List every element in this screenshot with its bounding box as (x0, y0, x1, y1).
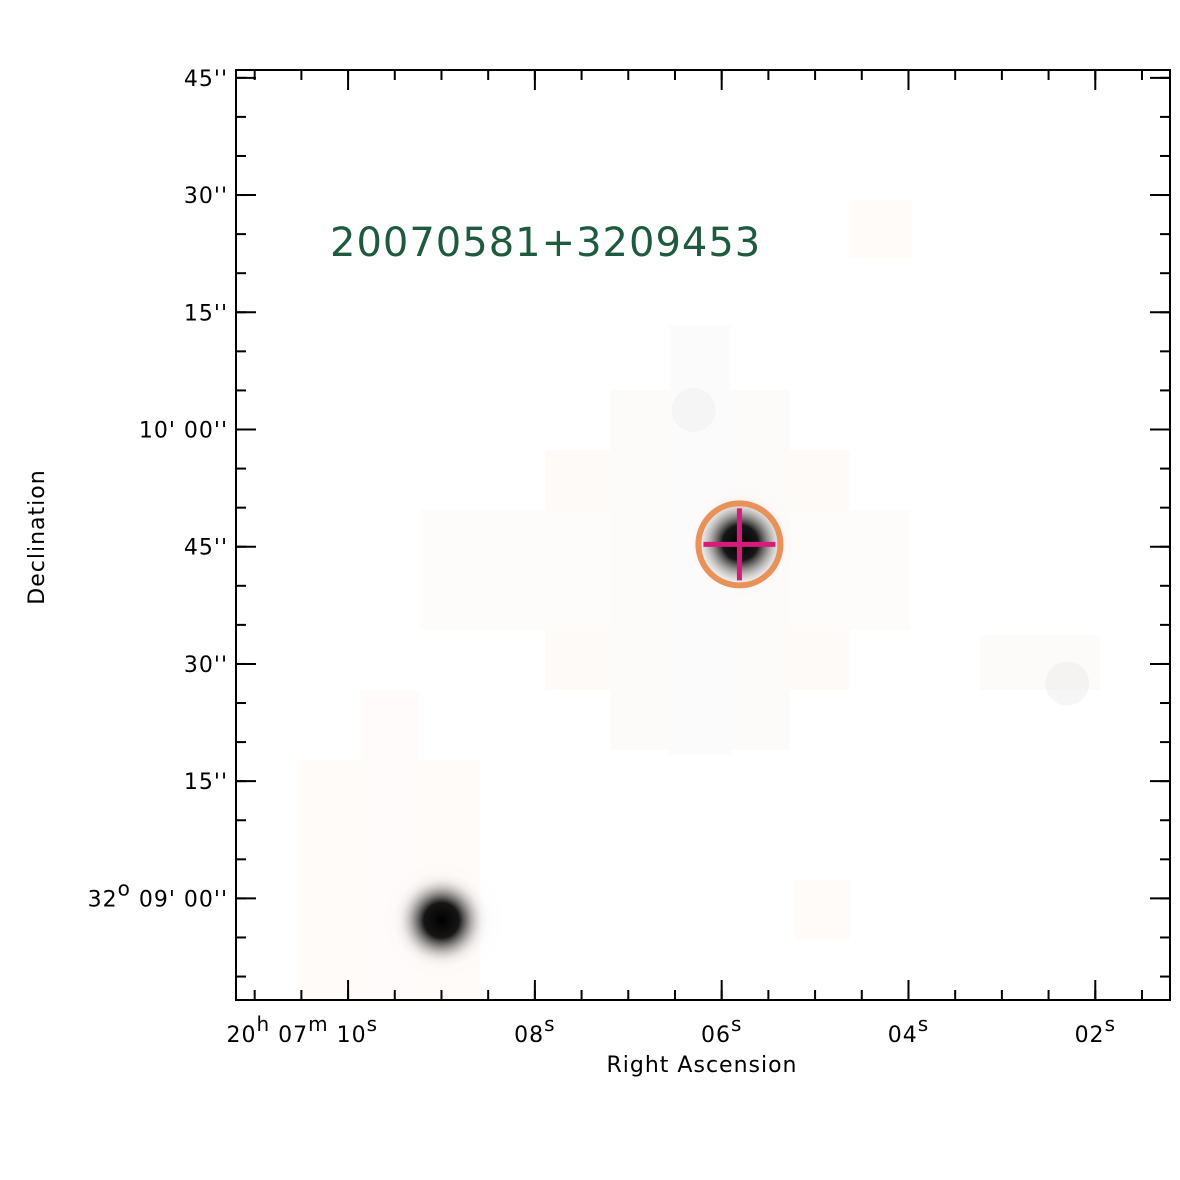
star-source (671, 387, 716, 432)
target-marker (695, 500, 784, 589)
y-tick-label: 10' 00'' (139, 418, 228, 443)
star-source (1045, 661, 1090, 706)
star-core (391, 870, 492, 971)
y-tick-label: 32o 09' 00'' (88, 876, 228, 912)
y-tick-label: 30'' (184, 653, 228, 678)
y-tick-label: 45'' (184, 67, 228, 92)
y-tick-label: 45'' (184, 536, 228, 561)
plot-frame (235, 69, 1171, 1001)
star-faint (671, 387, 716, 432)
y-axis-title: Declination (25, 469, 50, 604)
x-axis-title: Right Ascension (607, 1053, 798, 1078)
x-tick-label: 02s (1075, 1012, 1116, 1048)
x-tick-label: 08s (514, 1012, 555, 1048)
y-tick-label: 15'' (184, 770, 228, 795)
star-source (371, 850, 512, 991)
axis-tick-labels: 20h 07m 10s 08s 06s 04s 02s 45'' 30'' 15'' 10' 0… (88, 67, 1116, 1048)
target-circle (695, 500, 784, 589)
axis-ticks (236, 70, 1170, 1000)
x-tick-label: 04s (888, 1012, 929, 1048)
source-name-label: 20070581+3209453 (330, 220, 761, 266)
x-tick-label: 06s (701, 1012, 742, 1048)
y-tick-label: 30'' (184, 184, 228, 209)
x-tick-label: 20h 07m 10s (226, 1012, 378, 1048)
y-tick-label: 15'' (184, 301, 228, 326)
star-faint (1045, 661, 1090, 706)
